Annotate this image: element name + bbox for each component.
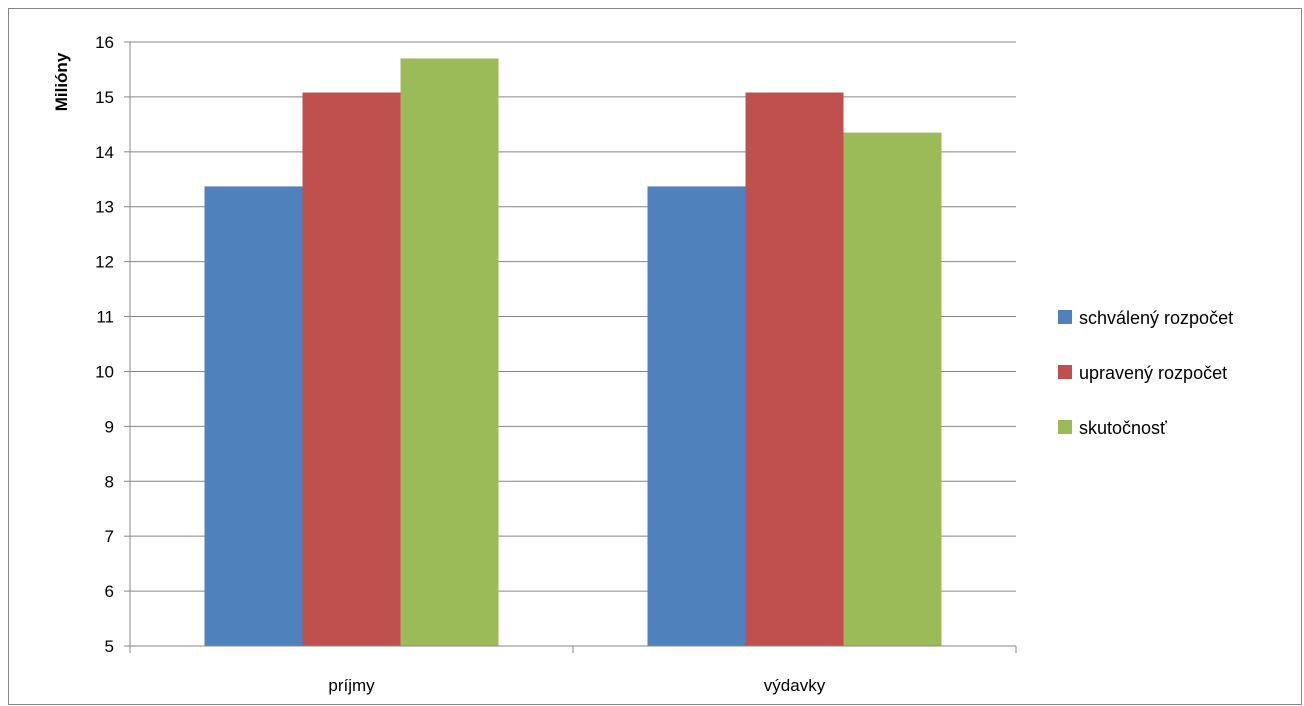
- y-tick-label: 6: [105, 582, 114, 601]
- bars: [204, 58, 942, 647]
- legend-label: upravený rozpočet: [1079, 363, 1227, 383]
- legend-swatch: [1058, 310, 1072, 324]
- legend: schválený rozpočet upravený rozpočet skuto…: [1058, 308, 1233, 438]
- bar: [400, 58, 499, 647]
- y-tick-label: 7: [105, 527, 114, 546]
- y-tick-label: 8: [105, 472, 114, 491]
- y-tick-label: 10: [95, 362, 114, 381]
- bar: [302, 92, 401, 647]
- bar: [745, 92, 844, 647]
- y-tick-label: 9: [105, 417, 114, 436]
- legend-swatch: [1058, 420, 1072, 434]
- y-tick-label: 13: [95, 198, 114, 217]
- y-tick-label: 12: [95, 253, 114, 272]
- y-tick-label: 16: [95, 33, 114, 52]
- legend-swatch: [1058, 365, 1072, 379]
- y-axis-ticks: 5 6 7 8 9 10 11 12 13 14 15 16: [95, 33, 130, 656]
- bar: [204, 186, 303, 647]
- y-axis-title: Milióny: [52, 52, 71, 111]
- bar: [843, 132, 942, 647]
- x-axis-ticks: príjmy výdavky: [129, 646, 1017, 695]
- y-tick-label: 14: [95, 143, 114, 162]
- y-tick-label: 5: [105, 637, 114, 656]
- bar: [647, 186, 746, 647]
- legend-label: schválený rozpočet: [1079, 308, 1233, 328]
- legend-label: skutočnosť: [1079, 418, 1167, 438]
- x-tick-label: výdavky: [764, 676, 826, 695]
- y-tick-label: 15: [95, 88, 114, 107]
- y-tick-label: 11: [96, 308, 114, 327]
- x-tick-label: príjmy: [328, 676, 375, 695]
